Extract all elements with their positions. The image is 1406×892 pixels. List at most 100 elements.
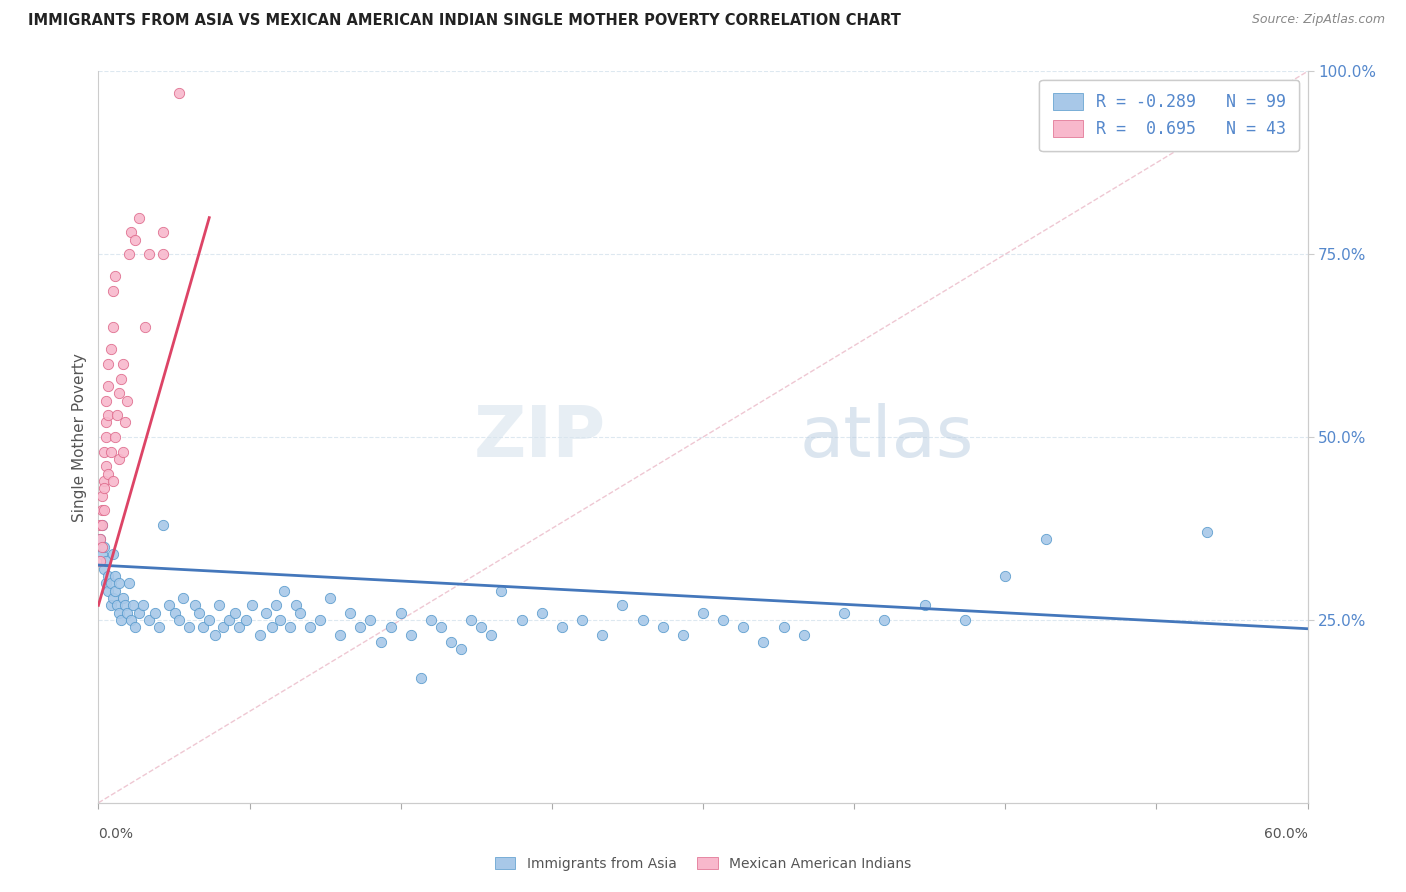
- Point: [100, 444, 122, 458]
- Point: [193, 620, 215, 634]
- Point: [138, 247, 160, 261]
- Point: [120, 225, 142, 239]
- Point: [450, 642, 472, 657]
- Point: [107, 576, 129, 591]
- Point: [100, 576, 122, 591]
- Point: [228, 620, 250, 634]
- Point: [319, 591, 342, 605]
- Point: [91, 489, 114, 503]
- Text: 0.0%: 0.0%: [98, 828, 134, 841]
- Point: [212, 620, 235, 634]
- Point: [269, 613, 291, 627]
- Point: [100, 599, 122, 613]
- Point: [97, 408, 120, 422]
- Point: [96, 416, 118, 430]
- Point: [399, 627, 422, 641]
- Point: [510, 613, 533, 627]
- Point: [96, 430, 118, 444]
- Point: [218, 613, 240, 627]
- Point: [793, 627, 815, 641]
- Point: [96, 576, 118, 591]
- Point: [152, 517, 174, 532]
- Point: [873, 613, 896, 627]
- Point: [953, 613, 976, 627]
- Point: [288, 606, 311, 620]
- Point: [89, 533, 111, 547]
- Point: [97, 379, 120, 393]
- Point: [651, 620, 673, 634]
- Point: [93, 444, 115, 458]
- Point: [612, 599, 634, 613]
- Point: [124, 620, 146, 634]
- Point: [329, 627, 352, 641]
- Point: [264, 599, 287, 613]
- Point: [111, 591, 134, 605]
- Point: [994, 569, 1017, 583]
- Point: [121, 599, 143, 613]
- Point: [107, 386, 129, 401]
- Point: [551, 620, 574, 634]
- Point: [440, 635, 463, 649]
- Point: [101, 284, 124, 298]
- Text: IMMIGRANTS FROM ASIA VS MEXICAN AMERICAN INDIAN SINGLE MOTHER POVERTY CORRELATIO: IMMIGRANTS FROM ASIA VS MEXICAN AMERICAN…: [28, 13, 901, 29]
- Point: [93, 503, 115, 517]
- Point: [103, 430, 125, 444]
- Point: [188, 606, 211, 620]
- Point: [93, 481, 115, 495]
- Point: [134, 320, 156, 334]
- Point: [571, 613, 593, 627]
- Point: [172, 591, 194, 605]
- Point: [163, 606, 186, 620]
- Point: [103, 583, 125, 598]
- Point: [672, 627, 695, 641]
- Text: atlas: atlas: [800, 402, 974, 472]
- Point: [1035, 533, 1057, 547]
- Point: [111, 444, 134, 458]
- Point: [309, 613, 332, 627]
- Point: [114, 416, 136, 430]
- Point: [138, 613, 160, 627]
- Point: [530, 606, 553, 620]
- Point: [115, 393, 138, 408]
- Point: [204, 627, 226, 641]
- Point: [97, 467, 120, 481]
- Point: [110, 371, 132, 385]
- Point: [96, 459, 118, 474]
- Point: [100, 343, 122, 357]
- Point: [105, 599, 128, 613]
- Point: [360, 613, 382, 627]
- Point: [118, 576, 141, 591]
- Point: [93, 562, 115, 576]
- Point: [711, 613, 734, 627]
- Point: [91, 503, 114, 517]
- Point: [470, 620, 492, 634]
- Point: [96, 554, 118, 568]
- Point: [101, 547, 124, 561]
- Point: [273, 583, 295, 598]
- Point: [299, 620, 322, 634]
- Point: [591, 627, 613, 641]
- Point: [89, 533, 111, 547]
- Point: [184, 599, 207, 613]
- Point: [167, 87, 190, 101]
- Point: [631, 613, 654, 627]
- Point: [481, 627, 503, 641]
- Point: [152, 247, 174, 261]
- Point: [128, 606, 150, 620]
- Point: [103, 569, 125, 583]
- Point: [157, 599, 180, 613]
- Point: [132, 599, 155, 613]
- Point: [224, 606, 246, 620]
- Point: [249, 627, 271, 641]
- Point: [118, 247, 141, 261]
- Point: [101, 474, 124, 488]
- Point: [349, 620, 371, 634]
- Point: [128, 211, 150, 225]
- Text: Source: ZipAtlas.com: Source: ZipAtlas.com: [1251, 13, 1385, 27]
- Point: [198, 613, 221, 627]
- Point: [380, 620, 402, 634]
- Point: [772, 620, 794, 634]
- Point: [97, 569, 120, 583]
- Point: [97, 583, 120, 598]
- Point: [96, 393, 118, 408]
